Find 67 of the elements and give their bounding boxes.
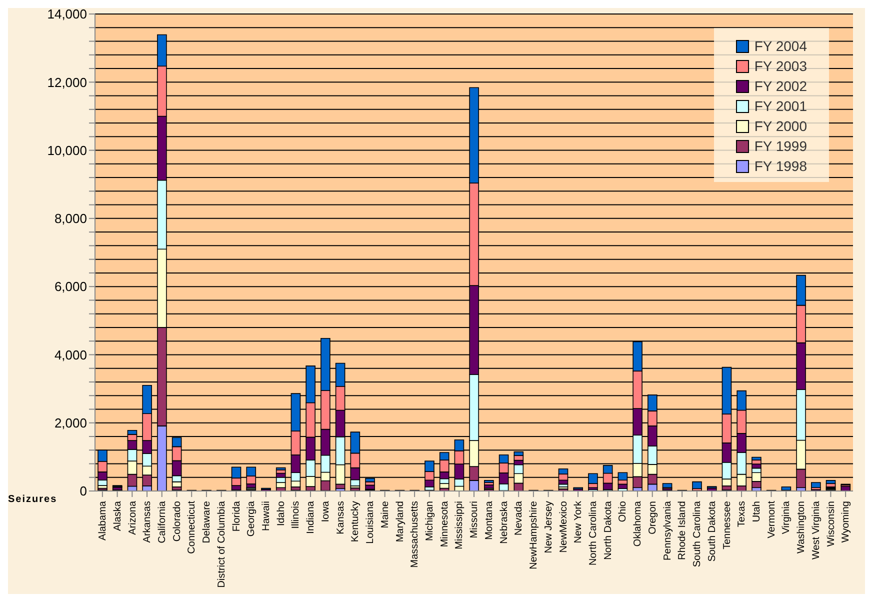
y-tick-label: 12,000 (47, 74, 87, 90)
y-tick-label: 6,000 (54, 279, 87, 294)
x-tick-label: Arkansas (142, 501, 154, 543)
x-tick-label: Pennsylvania (662, 500, 674, 560)
x-tick-label: District of Columbia (216, 500, 228, 588)
x-tick-label: Alaska (112, 500, 124, 532)
x-tick-label: West Virginia (810, 500, 822, 560)
legend-label: FY 2003 (754, 58, 807, 74)
legend-label: FY 1998 (754, 158, 807, 174)
y-tick-label: 14,000 (47, 6, 87, 22)
x-tick-label: Washington (796, 501, 808, 554)
x-tick-label: Nebraska (498, 500, 510, 544)
x-tick-label: Michigan (424, 501, 436, 542)
x-tick-label: Idaho (276, 500, 287, 526)
x-tick-label: Connecticut (186, 500, 198, 554)
x-tick-label: Illinois (290, 501, 302, 529)
x-tick-label: Texas (736, 501, 748, 528)
x-tick-label: Rhode Island (677, 501, 688, 560)
x-tick-label: Oregon (647, 501, 658, 534)
y-tick-label: 10,000 (47, 142, 87, 158)
y-tick-label: 2,000 (54, 415, 87, 430)
legend-label: FY 2002 (754, 78, 807, 94)
x-tick-label: Oklahoma (632, 500, 644, 547)
x-tick-label: Iowa (320, 500, 332, 522)
x-tick-label: Florida (231, 500, 242, 532)
y-tick-label: 4,000 (54, 347, 87, 362)
x-tick-label: Hawaii (261, 501, 272, 532)
x-tick-label: New York (573, 500, 584, 544)
x-tick-label: California (156, 500, 168, 544)
x-tick-label: South Dakota (706, 500, 718, 562)
x-tick-label: Delaware (202, 500, 213, 544)
x-tick-label: Ohio (618, 500, 629, 522)
x-tick-label: Arizona (127, 500, 138, 535)
x-tick-label: Louisiana (365, 500, 376, 544)
x-tick-label: Montana (484, 500, 495, 540)
x-tick-label: Minnesota (439, 500, 450, 548)
x-tick-label: Virginia (781, 500, 792, 534)
x-tick-label: Kansas (335, 501, 346, 534)
x-tick-label: South Carolina (692, 500, 704, 568)
legend-label: FY 2001 (754, 98, 807, 114)
y-tick-label: 8,000 (54, 211, 87, 226)
x-tick-label: Colorado (172, 500, 183, 542)
x-tick-label: Maine (380, 500, 391, 528)
y-tick-label: 0 (80, 484, 87, 499)
x-tick-label: Georgia (246, 500, 258, 537)
legend-label: FY 1999 (754, 138, 807, 154)
x-tick-label: Alabama (98, 500, 109, 540)
x-tick-label: North Carolina (588, 500, 599, 566)
x-tick-label: Wisconsin (826, 501, 837, 547)
x-tick-label: NewMexico (558, 500, 570, 553)
x-tick-label: Massachusetts (410, 501, 421, 568)
x-tick-label: North Dakota (602, 500, 614, 560)
x-tick-label: Kentucky (350, 501, 362, 542)
x-tick-label: Wyoming (840, 501, 852, 543)
x-tick-label: Nevada (514, 500, 525, 536)
x-tick-label: Vermont (766, 500, 778, 538)
y-axis-title: Seizures (8, 494, 58, 505)
x-tick-label: NewHampshire (528, 500, 540, 570)
x-tick-label: Maryland (394, 501, 406, 542)
x-tick-label: Mississippi (454, 501, 466, 550)
x-tick-label: Utah (751, 501, 762, 522)
legend-label: FY 2000 (754, 118, 807, 134)
x-tick-label: Indiana (306, 500, 317, 534)
legend-label: FY 2004 (754, 38, 807, 54)
x-tick-label: Tennessee (722, 500, 733, 550)
x-tick-label: Missouri (469, 501, 480, 538)
x-tick-label: New Jersey (543, 501, 554, 554)
